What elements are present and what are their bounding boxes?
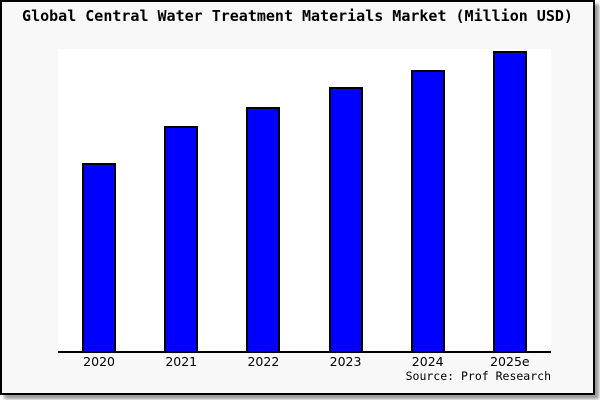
x-tick-2025e: 2025e bbox=[490, 354, 530, 369]
chart-title: Global Central Water Treatment Materials… bbox=[22, 7, 573, 25]
bar-slot-2024 bbox=[387, 49, 469, 351]
bar-2025e bbox=[492, 51, 527, 351]
bar-slot-2020 bbox=[58, 49, 140, 351]
source-note: Source: Prof Research bbox=[405, 369, 551, 383]
bar-slot-2022 bbox=[222, 49, 304, 351]
bar-2022 bbox=[246, 107, 281, 351]
bar-2024 bbox=[410, 70, 445, 351]
plot-area bbox=[58, 49, 551, 353]
bar-2021 bbox=[164, 126, 199, 351]
x-tick-2022: 2022 bbox=[247, 354, 280, 369]
x-tick-2024: 2024 bbox=[411, 354, 444, 369]
x-tick-2020: 2020 bbox=[83, 354, 115, 369]
bar-slot-2021 bbox=[140, 49, 222, 351]
chart-frame: Global Central Water Treatment Materials… bbox=[0, 0, 595, 395]
x-axis-labels: 2020 2021 2022 2023 2024 2025e bbox=[58, 354, 551, 369]
bar-slot-2025e bbox=[469, 49, 551, 351]
bars-container bbox=[58, 49, 551, 351]
bar-slot-2023 bbox=[305, 49, 387, 351]
x-tick-2021: 2021 bbox=[165, 354, 198, 369]
bar-2023 bbox=[328, 87, 363, 351]
bar-2020 bbox=[82, 163, 117, 351]
x-tick-2023: 2023 bbox=[329, 354, 362, 369]
